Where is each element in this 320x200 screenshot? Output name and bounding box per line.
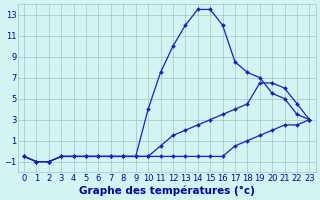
X-axis label: Graphe des températures (°c): Graphe des températures (°c) bbox=[79, 185, 255, 196]
